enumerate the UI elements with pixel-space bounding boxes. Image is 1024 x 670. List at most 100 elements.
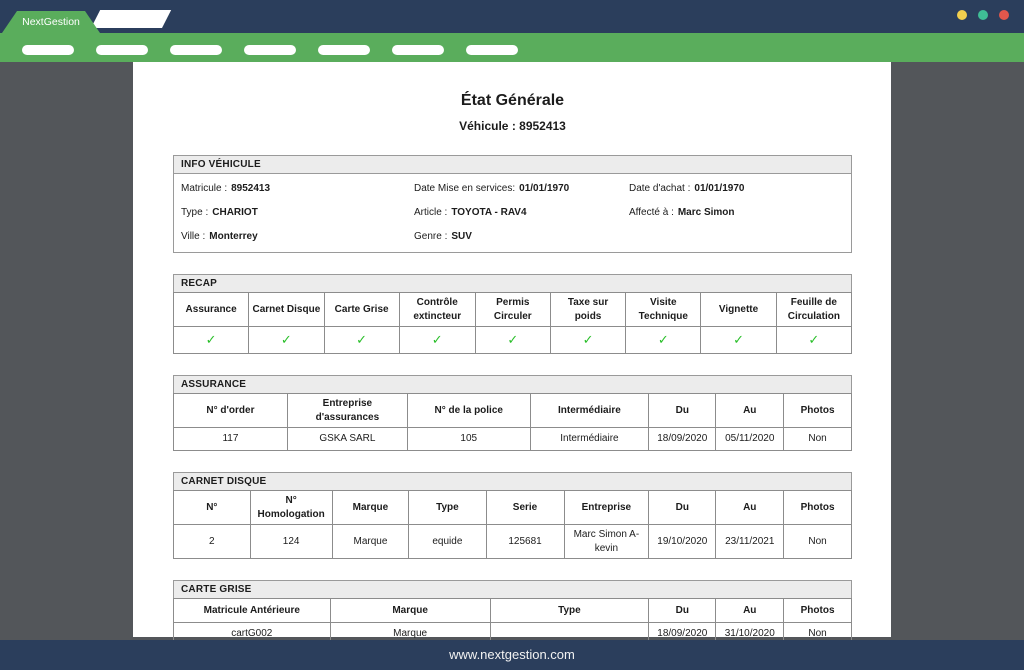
section-info-vehicule: INFO VÉHICULE Matricule :8952413 Date Mi…	[173, 155, 852, 253]
section-assurance: ASSURANCE N° d'order Entreprise d'assura…	[173, 375, 852, 451]
carte-col-header: Type	[489, 598, 650, 623]
info-vehicule-grid: Matricule :8952413 Date Mise en services…	[173, 173, 852, 253]
carnet-cell: 125681	[485, 524, 565, 559]
checkmark-icon: ✓	[248, 326, 325, 354]
section-recap: RECAP Assurance Carnet Disque Carte Gris…	[172, 274, 853, 354]
recap-col-header: Assurance	[172, 292, 250, 327]
bookmark-pill[interactable]	[170, 45, 222, 55]
window-controls	[957, 10, 1009, 20]
carte-grise-table: Matricule Antérieure Marque Type Du Au P…	[173, 598, 852, 646]
assurance-col-header: N° d'order	[173, 393, 288, 428]
bookmarks-bar	[0, 33, 1024, 62]
window-control-yellow-dot[interactable]	[957, 10, 967, 20]
assurance-col-header: Du	[648, 393, 717, 428]
window-control-red-dot[interactable]	[999, 10, 1009, 20]
tab-title: NextGestion	[22, 16, 80, 28]
footer-bar: www.nextgestion.com	[0, 640, 1024, 670]
recap-col-header: Permis Circuler	[474, 292, 551, 327]
recap-table: Assurance Carnet Disque Carte Grise Cont…	[172, 292, 853, 354]
assurance-cell: 18/09/2020	[648, 427, 717, 451]
info-field-date-achat: Date d'achat :01/01/1970	[629, 183, 745, 194]
assurance-col-header: N° de la police	[406, 393, 531, 428]
recap-col-header: Visite Technique	[625, 292, 702, 327]
bookmark-pill[interactable]	[466, 45, 518, 55]
assurance-col-header: Au	[715, 393, 785, 428]
assurance-cell: 105	[406, 427, 531, 451]
carnet-col-header: Marque	[331, 490, 410, 525]
checkmark-icon: ✓	[398, 326, 476, 354]
recap-col-header: Carte Grise	[323, 292, 400, 327]
section-header-carte-grise: CARTE GRISE	[173, 580, 852, 599]
report-title: État Générale	[460, 92, 565, 109]
carnet-col-header: Du	[648, 490, 717, 525]
recap-col-header: Contrôle extincteur	[398, 292, 476, 327]
section-header-info-vehicule: INFO VÉHICULE	[173, 155, 852, 174]
carte-col-header: Marque	[329, 598, 491, 623]
bookmark-pill[interactable]	[96, 45, 148, 55]
carnet-cell: Marc Simon A-kevin	[563, 524, 650, 559]
report-document: État Générale Véhicule : 8952413 INFO VÉ…	[133, 62, 891, 646]
section-header-carnet-disque: CARNET DISQUE	[173, 472, 852, 491]
info-field-date-mise-en-service: Date Mise en services: 01/01/1970	[414, 183, 570, 194]
carnet-col-header: Serie	[485, 490, 565, 525]
bookmark-pill[interactable]	[318, 45, 370, 55]
info-field-genre: Genre : SUV	[414, 231, 472, 242]
carte-col-header: Au	[715, 598, 785, 623]
assurance-cell: 05/11/2020	[715, 427, 785, 451]
checkmark-icon: ✓	[700, 326, 777, 354]
page-background: État Générale Véhicule : 8952413 INFO VÉ…	[0, 62, 1024, 646]
checkmark-icon: ✓	[775, 326, 853, 354]
section-header-assurance: ASSURANCE	[173, 375, 852, 394]
carnet-col-header: N° Homologation	[249, 490, 333, 525]
info-field-matricule: Matricule :8952413	[181, 183, 271, 194]
bookmark-pill[interactable]	[244, 45, 296, 55]
carte-col-header: Photos	[783, 598, 852, 623]
recap-col-header: Feuille de Circulation	[775, 292, 853, 327]
active-tab[interactable]: NextGestion	[2, 11, 100, 33]
info-field-affecte-a: Affecté à : Marc Simon	[629, 207, 735, 218]
carte-col-header: Du	[648, 598, 717, 623]
carnet-disque-table: N° N° Homologation Marque Type Serie Ent…	[173, 490, 852, 559]
carnet-col-header: Type	[408, 490, 487, 525]
assurance-cell: Intermédiaire	[529, 427, 650, 451]
info-field-ville: Ville : Monterrey	[181, 231, 258, 242]
assurance-col-header: Intermédiaire	[529, 393, 650, 428]
recap-col-header: Carnet Disque	[248, 292, 325, 327]
window-control-green-dot[interactable]	[978, 10, 988, 20]
carnet-col-header: Entreprise	[563, 490, 650, 525]
background-tab[interactable]	[91, 10, 172, 28]
carte-col-header: Matricule Antérieure	[173, 598, 331, 623]
checkmark-icon: ✓	[323, 326, 400, 354]
carnet-cell: 23/11/2021	[715, 524, 785, 559]
carnet-col-header: N°	[173, 490, 251, 525]
assurance-row: 117 GSKA SARL 105 Intermédiaire 18/09/20…	[173, 427, 852, 451]
info-field-type: Type : CHARIOT	[181, 207, 258, 218]
checkmark-icon: ✓	[474, 326, 551, 354]
browser-titlebar: NextGestion	[0, 0, 1024, 33]
carnet-cell: equide	[408, 524, 487, 559]
info-field-empty	[629, 231, 844, 242]
bookmark-pill[interactable]	[22, 45, 74, 55]
assurance-col-header: Photos	[783, 393, 852, 428]
footer-url: www.nextgestion.com	[449, 647, 575, 662]
recap-col-header: Taxe sur poids	[549, 292, 627, 327]
bookmark-pill[interactable]	[392, 45, 444, 55]
carnet-cell: 2	[173, 524, 251, 559]
carnet-cell: Non	[783, 524, 852, 559]
assurance-cell: Non	[783, 427, 852, 451]
checkmark-icon: ✓	[549, 326, 627, 354]
section-header-recap: RECAP	[173, 274, 852, 293]
carnet-disque-row: 2 124 Marque equide 125681 Marc Simon A-…	[173, 524, 852, 559]
assurance-cell: GSKA SARL	[286, 427, 408, 451]
carnet-col-header: Au	[715, 490, 785, 525]
carnet-cell: 124	[249, 524, 333, 559]
carnet-col-header: Photos	[783, 490, 852, 525]
assurance-col-header: Entreprise d'assurances	[286, 393, 408, 428]
recap-col-header: Vignette	[700, 292, 777, 327]
checkmark-icon: ✓	[625, 326, 702, 354]
checkmark-icon: ✓	[172, 326, 250, 354]
section-carte-grise: CARTE GRISE Matricule Antérieure Marque …	[173, 580, 852, 646]
report-subtitle: Véhicule : 8952413	[459, 119, 566, 133]
carnet-cell: 19/10/2020	[648, 524, 717, 559]
